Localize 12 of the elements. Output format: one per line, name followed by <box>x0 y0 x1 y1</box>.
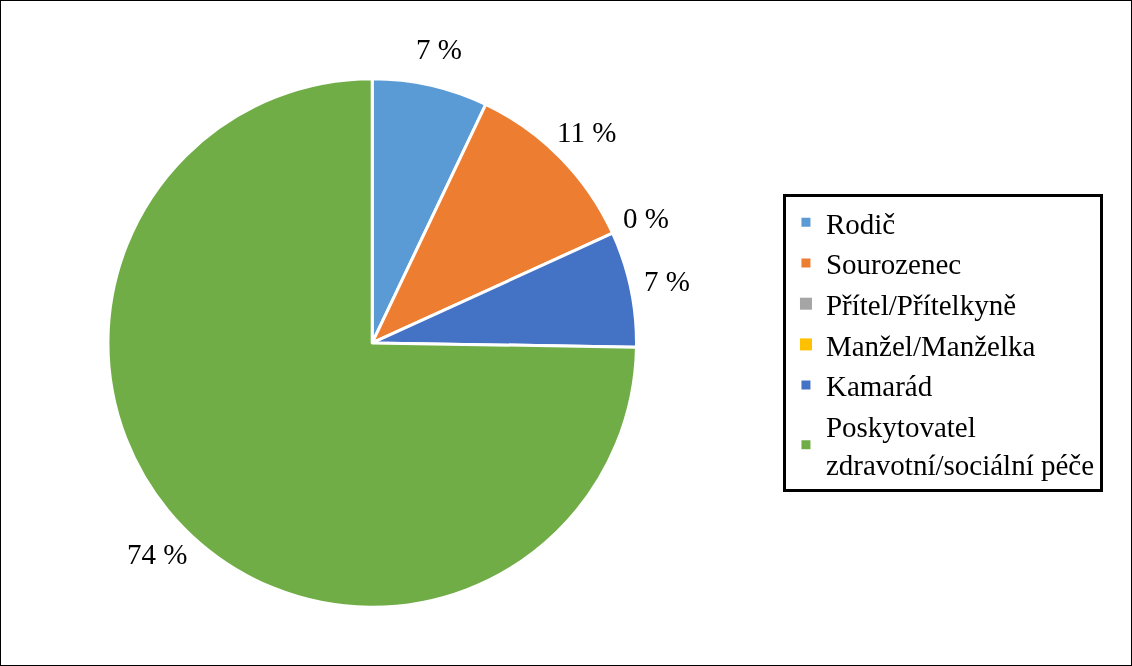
legend-label: Manžel/Manželka <box>825 329 1036 362</box>
data-label: 11 % <box>557 116 617 148</box>
data-label: 7 % <box>644 265 690 297</box>
legend-label: Sourozenec <box>825 248 962 281</box>
legend-label: Rodič <box>825 207 896 240</box>
legend-label: Poskytovatel zdravotní/sociální péče <box>825 411 1095 481</box>
data-label: 7 % <box>416 33 462 65</box>
legend-label: Kamarád <box>825 370 933 403</box>
text: 0 % <box>623 202 669 234</box>
data-label: 74 % <box>127 538 188 570</box>
pie-slice <box>106 77 638 609</box>
legend-label: Přítel/Přítelkyně <box>825 289 1017 322</box>
